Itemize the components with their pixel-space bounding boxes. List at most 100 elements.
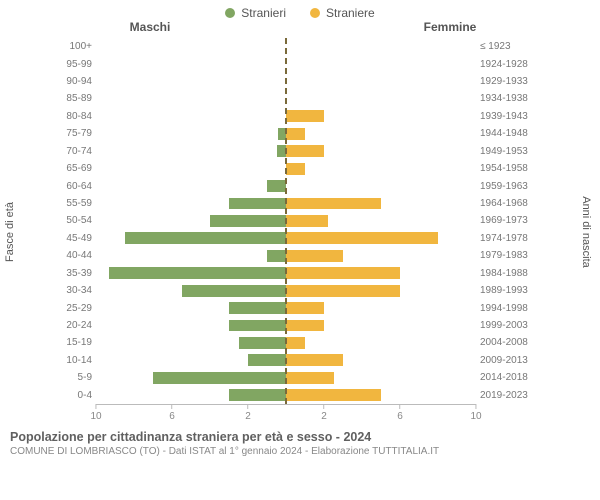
birth-year-label: 1944-1948	[476, 128, 530, 139]
bar-half-male	[96, 55, 286, 72]
birth-year-label: 1929-1933	[476, 76, 530, 87]
bar-half-male	[96, 38, 286, 55]
y-axis-right-label: Anni di nascita	[580, 196, 592, 268]
bar-female	[286, 128, 305, 140]
bar-male	[229, 198, 286, 210]
pyramid-row: 100+≤ 1923	[60, 38, 530, 55]
bar-half-female	[286, 195, 476, 212]
legend-label-female: Straniere	[326, 6, 375, 20]
bar-half-male	[96, 299, 286, 316]
bar-male	[267, 180, 286, 192]
column-headers: Maschi Femmine	[0, 20, 600, 38]
bar-half-female	[286, 247, 476, 264]
age-label: 100+	[60, 41, 96, 52]
bar-half-male	[96, 143, 286, 160]
birth-year-label: 1934-1938	[476, 93, 530, 104]
bar-male	[229, 302, 286, 314]
birth-year-label: 1979-1983	[476, 250, 530, 261]
x-tick-mark	[400, 404, 401, 409]
bar-half-male	[96, 195, 286, 212]
pyramid-row: 0-42019-2023	[60, 386, 530, 403]
bar-male	[153, 372, 286, 384]
header-male: Maschi	[0, 20, 300, 34]
pyramid-row: 20-241999-2003	[60, 317, 530, 334]
bar-half-female	[286, 352, 476, 369]
bar-half-female	[286, 212, 476, 229]
x-tick-label: 6	[397, 411, 403, 422]
bar-female	[286, 215, 328, 227]
age-label: 30-34	[60, 285, 96, 296]
chart-footer: Popolazione per cittadinanza straniera p…	[0, 426, 600, 457]
bar-male	[229, 320, 286, 332]
bar-half-male	[96, 317, 286, 334]
bar-half-male	[96, 369, 286, 386]
bar-half-male	[96, 125, 286, 142]
birth-year-label: 2014-2018	[476, 372, 530, 383]
bar-half-female	[286, 125, 476, 142]
pyramid-row: 95-991924-1928	[60, 55, 530, 72]
legend-item-female: Straniere	[310, 6, 375, 20]
bar-female	[286, 354, 343, 366]
birth-year-label: 1964-1968	[476, 198, 530, 209]
pyramid-row: 30-34 1989-1993	[60, 282, 530, 299]
bar-female	[286, 320, 324, 332]
bar-female	[286, 232, 438, 244]
bar-half-female	[286, 230, 476, 247]
age-label: 45-49	[60, 233, 96, 244]
x-axis: 10622610	[60, 404, 530, 426]
birth-year-label: 1939-1943	[476, 111, 530, 122]
birth-year-label: 1959-1963	[476, 181, 530, 192]
birth-year-label: 1984-1988	[476, 268, 530, 279]
legend-swatch-male	[225, 8, 235, 18]
bar-half-female	[286, 108, 476, 125]
age-label: 55-59	[60, 198, 96, 209]
age-label: 90-94	[60, 76, 96, 87]
bar-half-female	[286, 38, 476, 55]
bar-half-female	[286, 386, 476, 403]
bar-half-female	[286, 177, 476, 194]
pyramid-row: 65-69 1954-1958	[60, 160, 530, 177]
pyramid-row: 10-142009-2013	[60, 352, 530, 369]
bar-half-male	[96, 160, 286, 177]
bar-male	[248, 354, 286, 366]
chart-title: Popolazione per cittadinanza straniera p…	[10, 430, 590, 444]
pyramid-row: 40-441979-1983	[60, 247, 530, 264]
x-tick-mark	[476, 404, 477, 409]
birth-year-label: 1954-1958	[476, 163, 530, 174]
bar-half-male	[96, 352, 286, 369]
bar-half-female	[286, 334, 476, 351]
x-tick-mark	[248, 404, 249, 409]
pyramid-row: 55-59 1964-1968	[60, 195, 530, 212]
x-tick-mark	[172, 404, 173, 409]
x-tick-label: 6	[169, 411, 175, 422]
x-tick-label: 2	[321, 411, 327, 422]
bar-half-male	[96, 247, 286, 264]
center-divider	[285, 38, 287, 404]
x-tick: 6	[169, 404, 175, 422]
header-female: Femmine	[300, 20, 600, 34]
age-label: 75-79	[60, 128, 96, 139]
x-axis-line	[96, 404, 476, 405]
bar-half-female	[286, 264, 476, 281]
birth-year-label: 1989-1993	[476, 285, 530, 296]
legend-item-male: Stranieri	[225, 6, 286, 20]
bar-male	[229, 389, 286, 401]
bar-female	[286, 302, 324, 314]
x-tick-mark	[324, 404, 325, 409]
age-label: 65-69	[60, 163, 96, 174]
bar-half-female	[286, 160, 476, 177]
bar-female	[286, 285, 400, 297]
birth-year-label: 2019-2023	[476, 390, 530, 401]
pyramid-row: 90-94 1929-1933	[60, 73, 530, 90]
age-label: 50-54	[60, 215, 96, 226]
bar-female	[286, 110, 324, 122]
bar-female	[286, 389, 381, 401]
birth-year-label: 1949-1953	[476, 146, 530, 157]
birth-year-label: 2009-2013	[476, 355, 530, 366]
bar-female	[286, 198, 381, 210]
age-label: 20-24	[60, 320, 96, 331]
pyramid-row: 80-841939-1943	[60, 108, 530, 125]
birth-year-label: 1994-1998	[476, 303, 530, 314]
x-tick: 2	[245, 404, 251, 422]
bar-half-male	[96, 334, 286, 351]
